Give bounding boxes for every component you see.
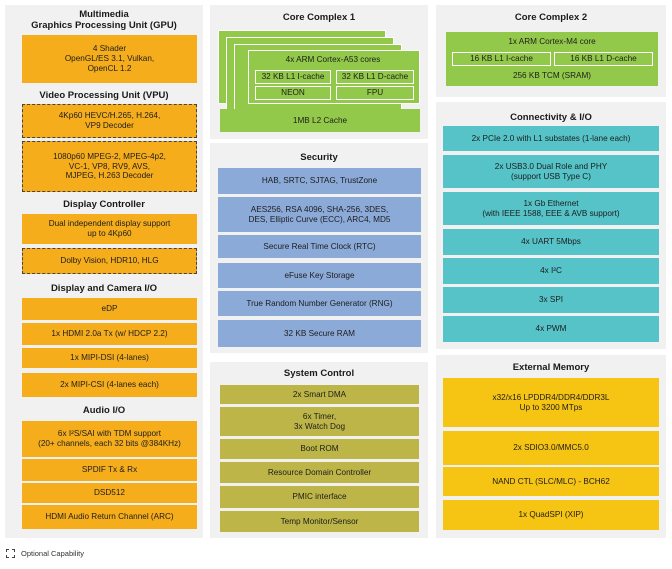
nand-ctl-box: NAND CTL (SLC/MLC) - BCH62 (443, 467, 659, 496)
pcie-box: 2x PCIe 2.0 with L1 substates (1-lane ea… (443, 126, 659, 151)
l2-cache-box: 1MB L2 Cache (220, 109, 420, 132)
temp-monitor-box: Temp Monitor/Sensor (220, 511, 419, 532)
optional-capability-swatch (6, 549, 15, 558)
pwm-box: 4x PWM (443, 316, 659, 342)
vpu-title: Video Processing Unit (VPU) (39, 90, 169, 101)
gpu-title: Multimedia Graphics Processing Unit (GPU… (31, 9, 177, 32)
timer-watchdog-box: 6x Timer, 3x Watch Dog (220, 407, 419, 436)
dsd512-box: DSD512 (22, 483, 197, 503)
lpddr4-box: x32/x16 LPDDR4/DDR4/DDR3L Up to 3200 MTp… (443, 378, 659, 427)
connectivity-title: Connectivity & I/O (510, 112, 592, 123)
display-controller-title: Display Controller (63, 199, 145, 210)
edp-box: eDP (22, 298, 197, 320)
system-control-title: System Control (283, 368, 355, 379)
efuse-key-storage-box: eFuse Key Storage (218, 263, 421, 288)
pmic-interface-box: PMIC interface (220, 486, 419, 508)
audio-io-title: Audio I/O (82, 405, 126, 416)
rng-box: True Random Number Generator (RNG) (218, 291, 421, 316)
fpu-box: FPU (336, 86, 414, 100)
m4-dcache-box: 16 KB L1 D-cache (554, 52, 653, 66)
vpu-decoder-4k: 4Kp60 HEVC/H.265, H.264, VP9 Decoder (22, 104, 197, 138)
m4-icache-box: 16 KB L1 I-cache (452, 52, 551, 66)
hdmi-tx-box: 1x HDMI 2.0a Tx (w/ HDCP 2.2) (22, 323, 197, 345)
smart-dma-box: 2x Smart DMA (220, 385, 419, 404)
spdif-box: SPDIF Tx & Rx (22, 459, 197, 481)
optional-capability-label: Optional Capability (21, 549, 84, 558)
hdmi-arc-box: HDMI Audio Return Channel (ARC) (22, 505, 197, 529)
l1-dcache-box: 32 KB L1 D-cache (336, 70, 414, 84)
quadspi-box: 1x QuadSPI (XIP) (443, 500, 659, 530)
display-camera-io-title: Display and Camera I/O (50, 283, 158, 294)
secure-ram-box: 32 KB Secure RAM (218, 320, 421, 347)
display-controller-dual: Dual independent display support up to 4… (22, 214, 197, 244)
secure-rtc-box: Secure Real Time Clock (RTC) (218, 235, 421, 258)
l1-icache-box: 32 KB L1 I-cache (255, 70, 331, 84)
neon-box: NEON (255, 86, 331, 100)
vpu-decoder-1080p: 1080p60 MPEG-2, MPEG-4p2, VC-1, VP8, RV9… (22, 141, 197, 192)
hab-trustzone-box: HAB, SRTC, SJTAG, TrustZone (218, 168, 421, 194)
security-title: Security (300, 152, 338, 163)
external-memory-title: External Memory (512, 362, 590, 373)
boot-rom-box: Boot ROM (220, 439, 419, 459)
sdio-box: 2x SDIO3.0/MMC5.0 (443, 431, 659, 465)
uart-box: 4x UART 5Mbps (443, 229, 659, 255)
tcm-label: 256 KB TCM (SRAM) (512, 71, 592, 81)
usb3-box: 2x USB3.0 Dual Role and PHY (support USB… (443, 155, 659, 188)
mipi-dsi-box: 1x MIPI-DSI (4-lanes) (22, 348, 197, 368)
m4-core-label: 1x ARM Cortex-M4 core (508, 37, 596, 47)
gpu-box: 4 Shader OpenGL/ES 3.1, Vulkan, OpenCL 1… (22, 35, 197, 83)
resource-domain-controller-box: Resource Domain Controller (220, 462, 419, 483)
crypto-algorithms-box: AES256, RSA 4096, SHA-256, 3DES, DES, El… (218, 197, 421, 232)
core-complex-2-title: Core Complex 2 (514, 12, 588, 23)
display-controller-hdr: Dolby Vision, HDR10, HLG (22, 248, 197, 274)
i2c-box: 4x I²C (443, 258, 659, 284)
mipi-csi-box: 2x MIPI-CSI (4-lanes each) (22, 373, 197, 397)
a53-cores-label: 4x ARM Cortex-A53 cores (285, 55, 381, 65)
i2s-sai-box: 6x I²S/SAI with TDM support (20+ channel… (22, 421, 197, 457)
core-complex-1-title: Core Complex 1 (282, 12, 356, 23)
spi-box: 3x SPI (443, 287, 659, 313)
gb-ethernet-box: 1x Gb Ethernet (with IEEE 1588, EEE & AV… (443, 192, 659, 225)
